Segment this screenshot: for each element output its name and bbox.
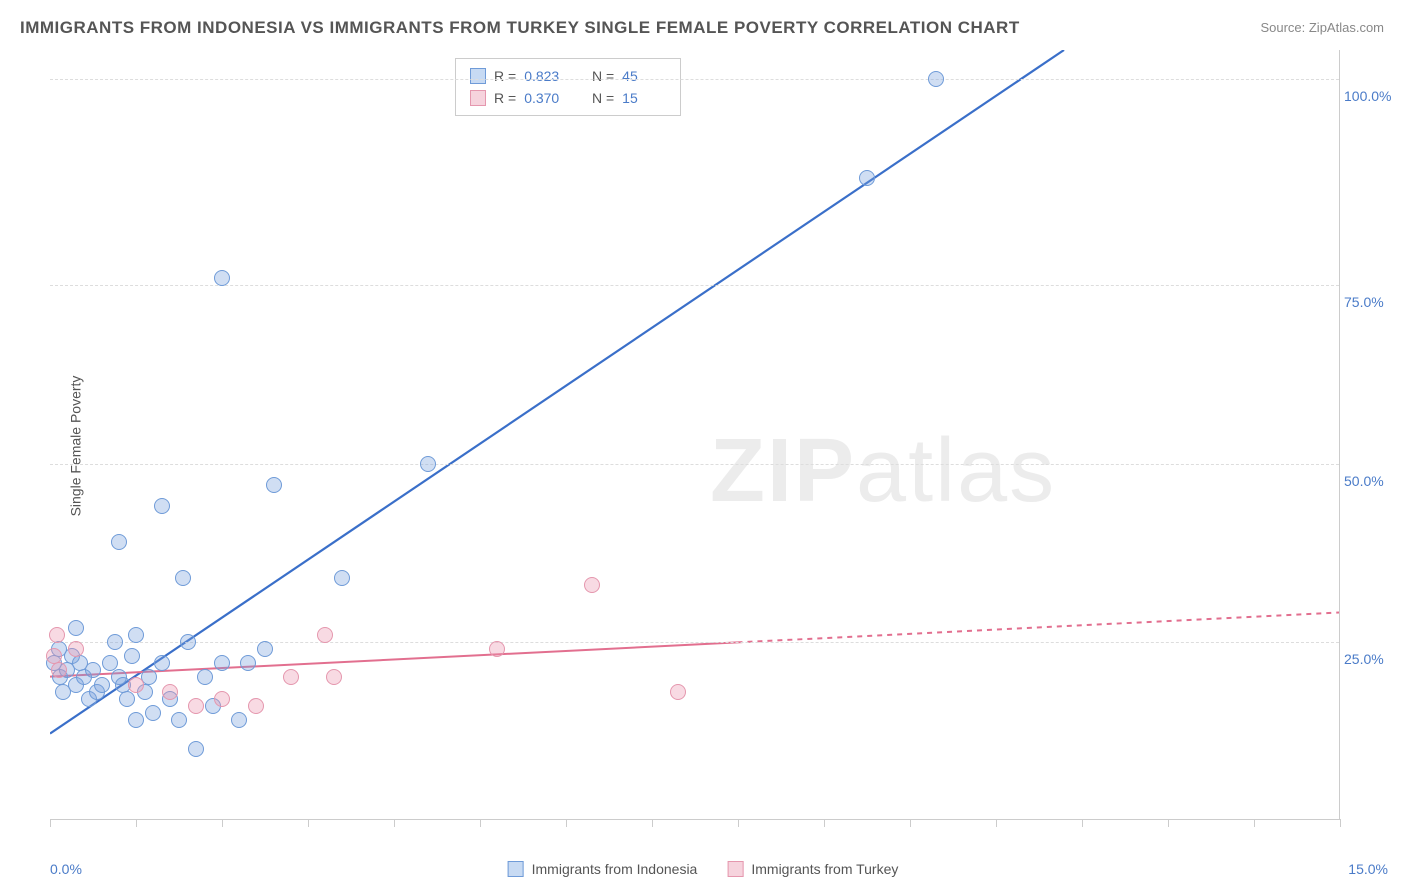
watermark-bold: ZIP [710, 421, 856, 521]
data-point [283, 669, 299, 685]
x-tick [1340, 819, 1341, 827]
x-tick [222, 819, 223, 827]
legend-series-item: Immigrants from Turkey [727, 861, 898, 877]
watermark-light: atlas [856, 421, 1056, 521]
data-point [145, 705, 161, 721]
data-point [859, 170, 875, 186]
n-label: N = [592, 65, 614, 87]
data-point [128, 712, 144, 728]
data-point [154, 655, 170, 671]
data-point [214, 270, 230, 286]
x-tick [1254, 819, 1255, 827]
data-point [119, 691, 135, 707]
data-point [68, 641, 84, 657]
data-point [670, 684, 686, 700]
data-point [171, 712, 187, 728]
data-point [107, 634, 123, 650]
data-point [584, 577, 600, 593]
r-label: R = [494, 65, 516, 87]
x-tick [652, 819, 653, 827]
x-tick [1168, 819, 1169, 827]
legend-series: Immigrants from Indonesia Immigrants from… [508, 861, 899, 877]
n-label: N = [592, 87, 614, 109]
legend-swatch [470, 90, 486, 106]
data-point [49, 627, 65, 643]
data-point [214, 655, 230, 671]
y-tick-label: 25.0% [1344, 651, 1399, 667]
data-point [68, 620, 84, 636]
grid-line: 75.0% [50, 285, 1339, 286]
data-point [231, 712, 247, 728]
legend-stats-row: R = 0.823 N = 45 [470, 65, 666, 87]
watermark: ZIPatlas [710, 420, 1056, 523]
data-point [317, 627, 333, 643]
legend-swatch [470, 68, 486, 84]
data-point [128, 677, 144, 693]
data-point [188, 741, 204, 757]
x-tick [824, 819, 825, 827]
data-point [257, 641, 273, 657]
data-point [175, 570, 191, 586]
legend-series-label: Immigrants from Indonesia [532, 861, 698, 877]
source-label: Source: ZipAtlas.com [1260, 20, 1384, 35]
x-axis-min-label: 0.0% [50, 861, 82, 877]
data-point [94, 677, 110, 693]
legend-stats-box: R = 0.823 N = 45 R = 0.370 N = 15 [455, 58, 681, 116]
data-point [197, 669, 213, 685]
legend-series-item: Immigrants from Indonesia [508, 861, 698, 877]
n-value: 15 [622, 87, 666, 109]
data-point [928, 71, 944, 87]
data-point [214, 691, 230, 707]
grid-line: 25.0% [50, 642, 1339, 643]
r-value: 0.823 [524, 65, 568, 87]
data-point [162, 684, 178, 700]
r-label: R = [494, 87, 516, 109]
n-value: 45 [622, 65, 666, 87]
x-tick [1082, 819, 1083, 827]
legend-swatch [508, 861, 524, 877]
plot-area: ZIPatlas R = 0.823 N = 45 R = 0.370 N = 15 25… [50, 50, 1340, 820]
x-tick [308, 819, 309, 827]
data-point [266, 477, 282, 493]
x-tick [136, 819, 137, 827]
grid-line: 100.0% [50, 79, 1339, 80]
y-tick-label: 50.0% [1344, 473, 1399, 489]
data-point [240, 655, 256, 671]
data-point [188, 698, 204, 714]
x-axis-max-label: 15.0% [1348, 861, 1388, 877]
data-point [111, 534, 127, 550]
x-tick [996, 819, 997, 827]
data-point [154, 498, 170, 514]
data-point [334, 570, 350, 586]
legend-series-label: Immigrants from Turkey [751, 861, 898, 877]
data-point [124, 648, 140, 664]
y-tick-label: 100.0% [1344, 88, 1399, 104]
data-point [326, 669, 342, 685]
y-tick-label: 75.0% [1344, 294, 1399, 310]
x-tick [910, 819, 911, 827]
x-tick [394, 819, 395, 827]
chart-title: IMMIGRANTS FROM INDONESIA VS IMMIGRANTS … [20, 18, 1020, 38]
trend-lines-svg [50, 50, 1339, 819]
x-tick [566, 819, 567, 827]
legend-swatch [727, 861, 743, 877]
r-value: 0.370 [524, 87, 568, 109]
legend-stats-row: R = 0.370 N = 15 [470, 87, 666, 109]
grid-line: 50.0% [50, 464, 1339, 465]
data-point [180, 634, 196, 650]
x-tick [50, 819, 51, 827]
data-point [420, 456, 436, 472]
data-point [489, 641, 505, 657]
data-point [51, 662, 67, 678]
x-tick [480, 819, 481, 827]
data-point [248, 698, 264, 714]
data-point [128, 627, 144, 643]
x-tick [738, 819, 739, 827]
